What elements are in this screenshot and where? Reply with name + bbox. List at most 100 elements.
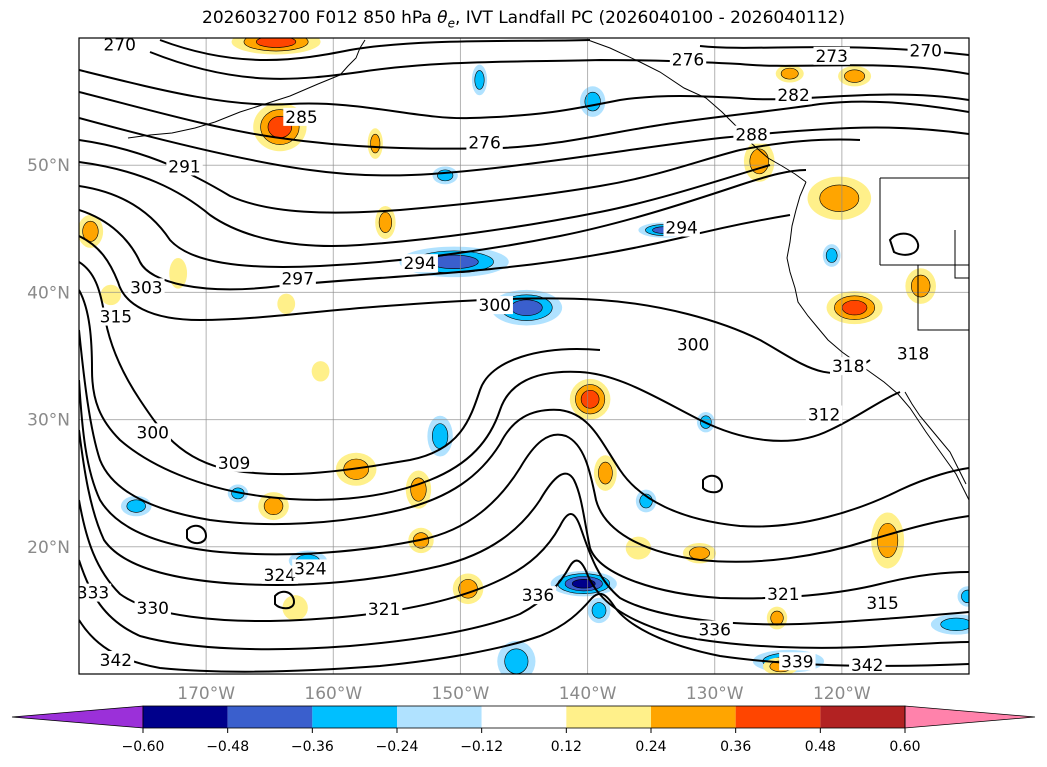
contour-label-bg: [134, 423, 171, 442]
contour-label: 342: [100, 651, 132, 671]
title-suffix: , IVT Landfall PC (2026040100 - 20260401…: [454, 8, 845, 28]
ivt-positive-feature-25: [807, 176, 872, 220]
lon-tick-label: 150°W: [432, 684, 490, 704]
state-border-west: [917, 265, 969, 331]
colorbar-tick-label: −0.12: [460, 739, 503, 755]
colorbar-tick-label: 0.24: [635, 739, 666, 755]
ivt-positive-feature-46: [169, 258, 188, 289]
contour-label-bg: [261, 565, 299, 584]
contour-label-bg: [864, 593, 901, 612]
contour-label-bg: [279, 269, 316, 288]
contour-label-bg: [733, 125, 770, 144]
ivt-negative-feature-10: [957, 586, 969, 607]
contour-label-bg: [894, 344, 932, 363]
state-border-nevada: [954, 230, 969, 279]
ivt-positive-feature-30: [258, 492, 289, 521]
contour-label: 312: [808, 406, 840, 426]
lon-tick-label: 160°W: [304, 684, 362, 704]
coastlines: [127, 39, 969, 501]
contour-label: 270: [910, 42, 942, 62]
contour-306: [79, 289, 901, 501]
ivt-negative-feature-18: [822, 244, 841, 267]
ivt-fill-level: [370, 133, 381, 154]
ivt-positive-feature-32: [405, 470, 432, 509]
contour-label-bg: [97, 307, 135, 326]
ivt-fill-level: [263, 497, 284, 515]
contour-label-bg: [907, 41, 944, 60]
colorbar-extend-min: [11, 705, 144, 729]
ivt-fill-level: [688, 546, 710, 560]
lat-tick-label: 50°N: [27, 156, 70, 176]
contour-label-bg: [663, 218, 700, 237]
title-theta-subscript: e: [447, 16, 455, 31]
axis-tick-labels: 170°W 160°W 150°W 140°W 130°W 120°W 20°N 30°N 40…: [27, 156, 871, 704]
contour-closed-3: [186, 524, 208, 544]
ivt-positive-feature-43: [311, 361, 330, 382]
contour-label-bg: [779, 652, 816, 671]
contour-label: 333: [77, 584, 109, 604]
contour-label: 315: [866, 594, 898, 614]
colorbar-tick-label: 0.60: [889, 739, 920, 755]
contour-label-bg: [696, 620, 733, 639]
colorbar-segment: [566, 706, 651, 728]
ivt-fill-level: [961, 589, 969, 604]
contour-label-bg: [79, 583, 112, 602]
contour-label-bg: [215, 453, 253, 472]
contour-label: 309: [218, 454, 250, 474]
contour-label-bg: [519, 586, 557, 605]
contour-label-bg: [292, 559, 329, 578]
colorbar-segment: [481, 706, 567, 728]
ivt-positive-feature-40: [775, 64, 804, 83]
contour-label: 273: [815, 47, 847, 67]
contour-312: [79, 379, 969, 563]
contour-label-bg: [365, 600, 403, 619]
ivt-fill-level: [598, 461, 613, 485]
contour-label: 294: [404, 254, 436, 274]
lat-tick-label: 20°N: [27, 538, 70, 558]
ivt-fill-level: [378, 211, 393, 233]
contour-closed-2: [702, 474, 724, 494]
contour-282: [79, 91, 969, 150]
lon-tick-label: 120°W: [813, 684, 871, 704]
title-theta: θ: [437, 8, 448, 28]
contour-label-bg: [101, 38, 138, 54]
colorbar-segment: [820, 706, 905, 728]
ivt-fill-level: [591, 602, 607, 619]
contour-label-bg: [775, 86, 812, 105]
ivt-negative-feature-7: [579, 86, 606, 117]
ivt-positive-feature-42: [282, 595, 308, 621]
ivt-positive-feature-27: [871, 512, 905, 569]
lat-tick-label: 30°N: [27, 411, 70, 431]
contour-closed-4: [274, 590, 296, 610]
contour-label-bg: [669, 50, 707, 69]
contour-label: 339: [781, 652, 813, 672]
contour-label: 294: [665, 219, 697, 239]
ivt-fill-level: [504, 648, 529, 674]
ivt-negative-feature-12: [120, 495, 152, 517]
colorbar-tick-label: −0.24: [376, 739, 419, 755]
contour-label-bg: [134, 598, 171, 617]
ivt-fill-level: [877, 522, 899, 558]
ivt-fill-level: [825, 248, 838, 263]
ivt-negative-feature-11: [587, 597, 611, 624]
contour-label: 276: [468, 133, 500, 153]
ivt-positive-feature-44: [277, 293, 296, 315]
contour-285: [79, 117, 969, 177]
contour-label: 297: [281, 269, 313, 289]
contour-label: 324: [294, 559, 326, 579]
ivt-negative-feature-17: [471, 64, 488, 96]
contour-label-bg: [830, 357, 867, 376]
ivt-positive-feature-22: [826, 291, 883, 325]
ivt-positive-feature-20: [569, 378, 611, 420]
colorbar-tick-label: −0.60: [122, 739, 165, 755]
contour-label-bg: [128, 278, 165, 297]
ivt-positive-feature-39: [838, 65, 872, 87]
contour-label: 330: [137, 599, 169, 619]
ivt-negative-feature-1: [550, 570, 617, 597]
contour-label: 291: [168, 157, 200, 177]
ivt-fill-level: [474, 70, 485, 90]
contour-label-bg: [849, 656, 886, 674]
coastline-british-columbia: [786, 181, 969, 501]
ivt-positive-feature-38: [766, 606, 788, 630]
colorbar-segment: [735, 706, 821, 728]
